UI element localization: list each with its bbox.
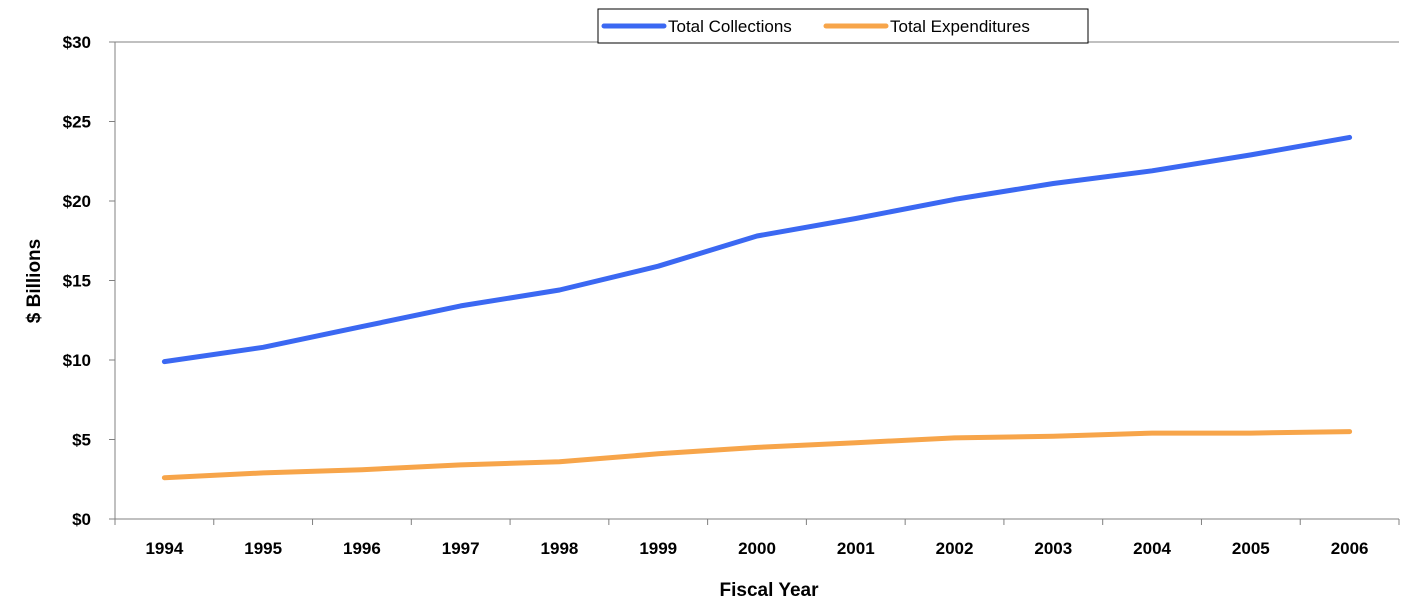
series-layer	[161, 134, 1353, 481]
y-tick-label: $25	[63, 113, 91, 132]
legend-label: Total Collections	[668, 17, 792, 36]
x-axis-title: Fiscal Year	[720, 580, 820, 601]
x-tick-label: 1996	[343, 539, 381, 558]
x-tick-label: 2003	[1034, 539, 1072, 558]
y-tick-label: $15	[63, 272, 91, 291]
x-tick-label: 1995	[244, 539, 282, 558]
x-tick-label: 2005	[1232, 539, 1270, 558]
legend-label: Total Expenditures	[890, 17, 1030, 36]
series-line-total-collections	[161, 134, 1353, 365]
x-tick-label: 2001	[837, 539, 875, 558]
y-axis-title: $ Billions	[24, 239, 45, 323]
y-tick-label: $0	[72, 510, 91, 529]
y-tick-label: $20	[63, 192, 91, 211]
x-tick-label: 2006	[1331, 539, 1369, 558]
y-tick-label: $5	[72, 431, 91, 450]
x-tick-label: 1998	[541, 539, 579, 558]
y-tick-label: $30	[63, 33, 91, 52]
y-tick-label: $10	[63, 351, 91, 370]
x-tick-label: 1997	[442, 539, 480, 558]
axes: $0 $5 $10 $15 $20 $25 $30 1994 1995 1996 1997 1998 1…	[63, 33, 1400, 558]
legend: Total Collections Total Expenditures	[597, 8, 1089, 44]
x-tick-label: 2000	[738, 539, 776, 558]
x-tick-label: 1999	[639, 539, 677, 558]
x-tick-label: 1994	[145, 539, 183, 558]
x-tick-label: 2004	[1133, 539, 1171, 558]
x-tick-label: 2002	[936, 539, 974, 558]
series-line-total-expenditures	[161, 429, 1353, 481]
